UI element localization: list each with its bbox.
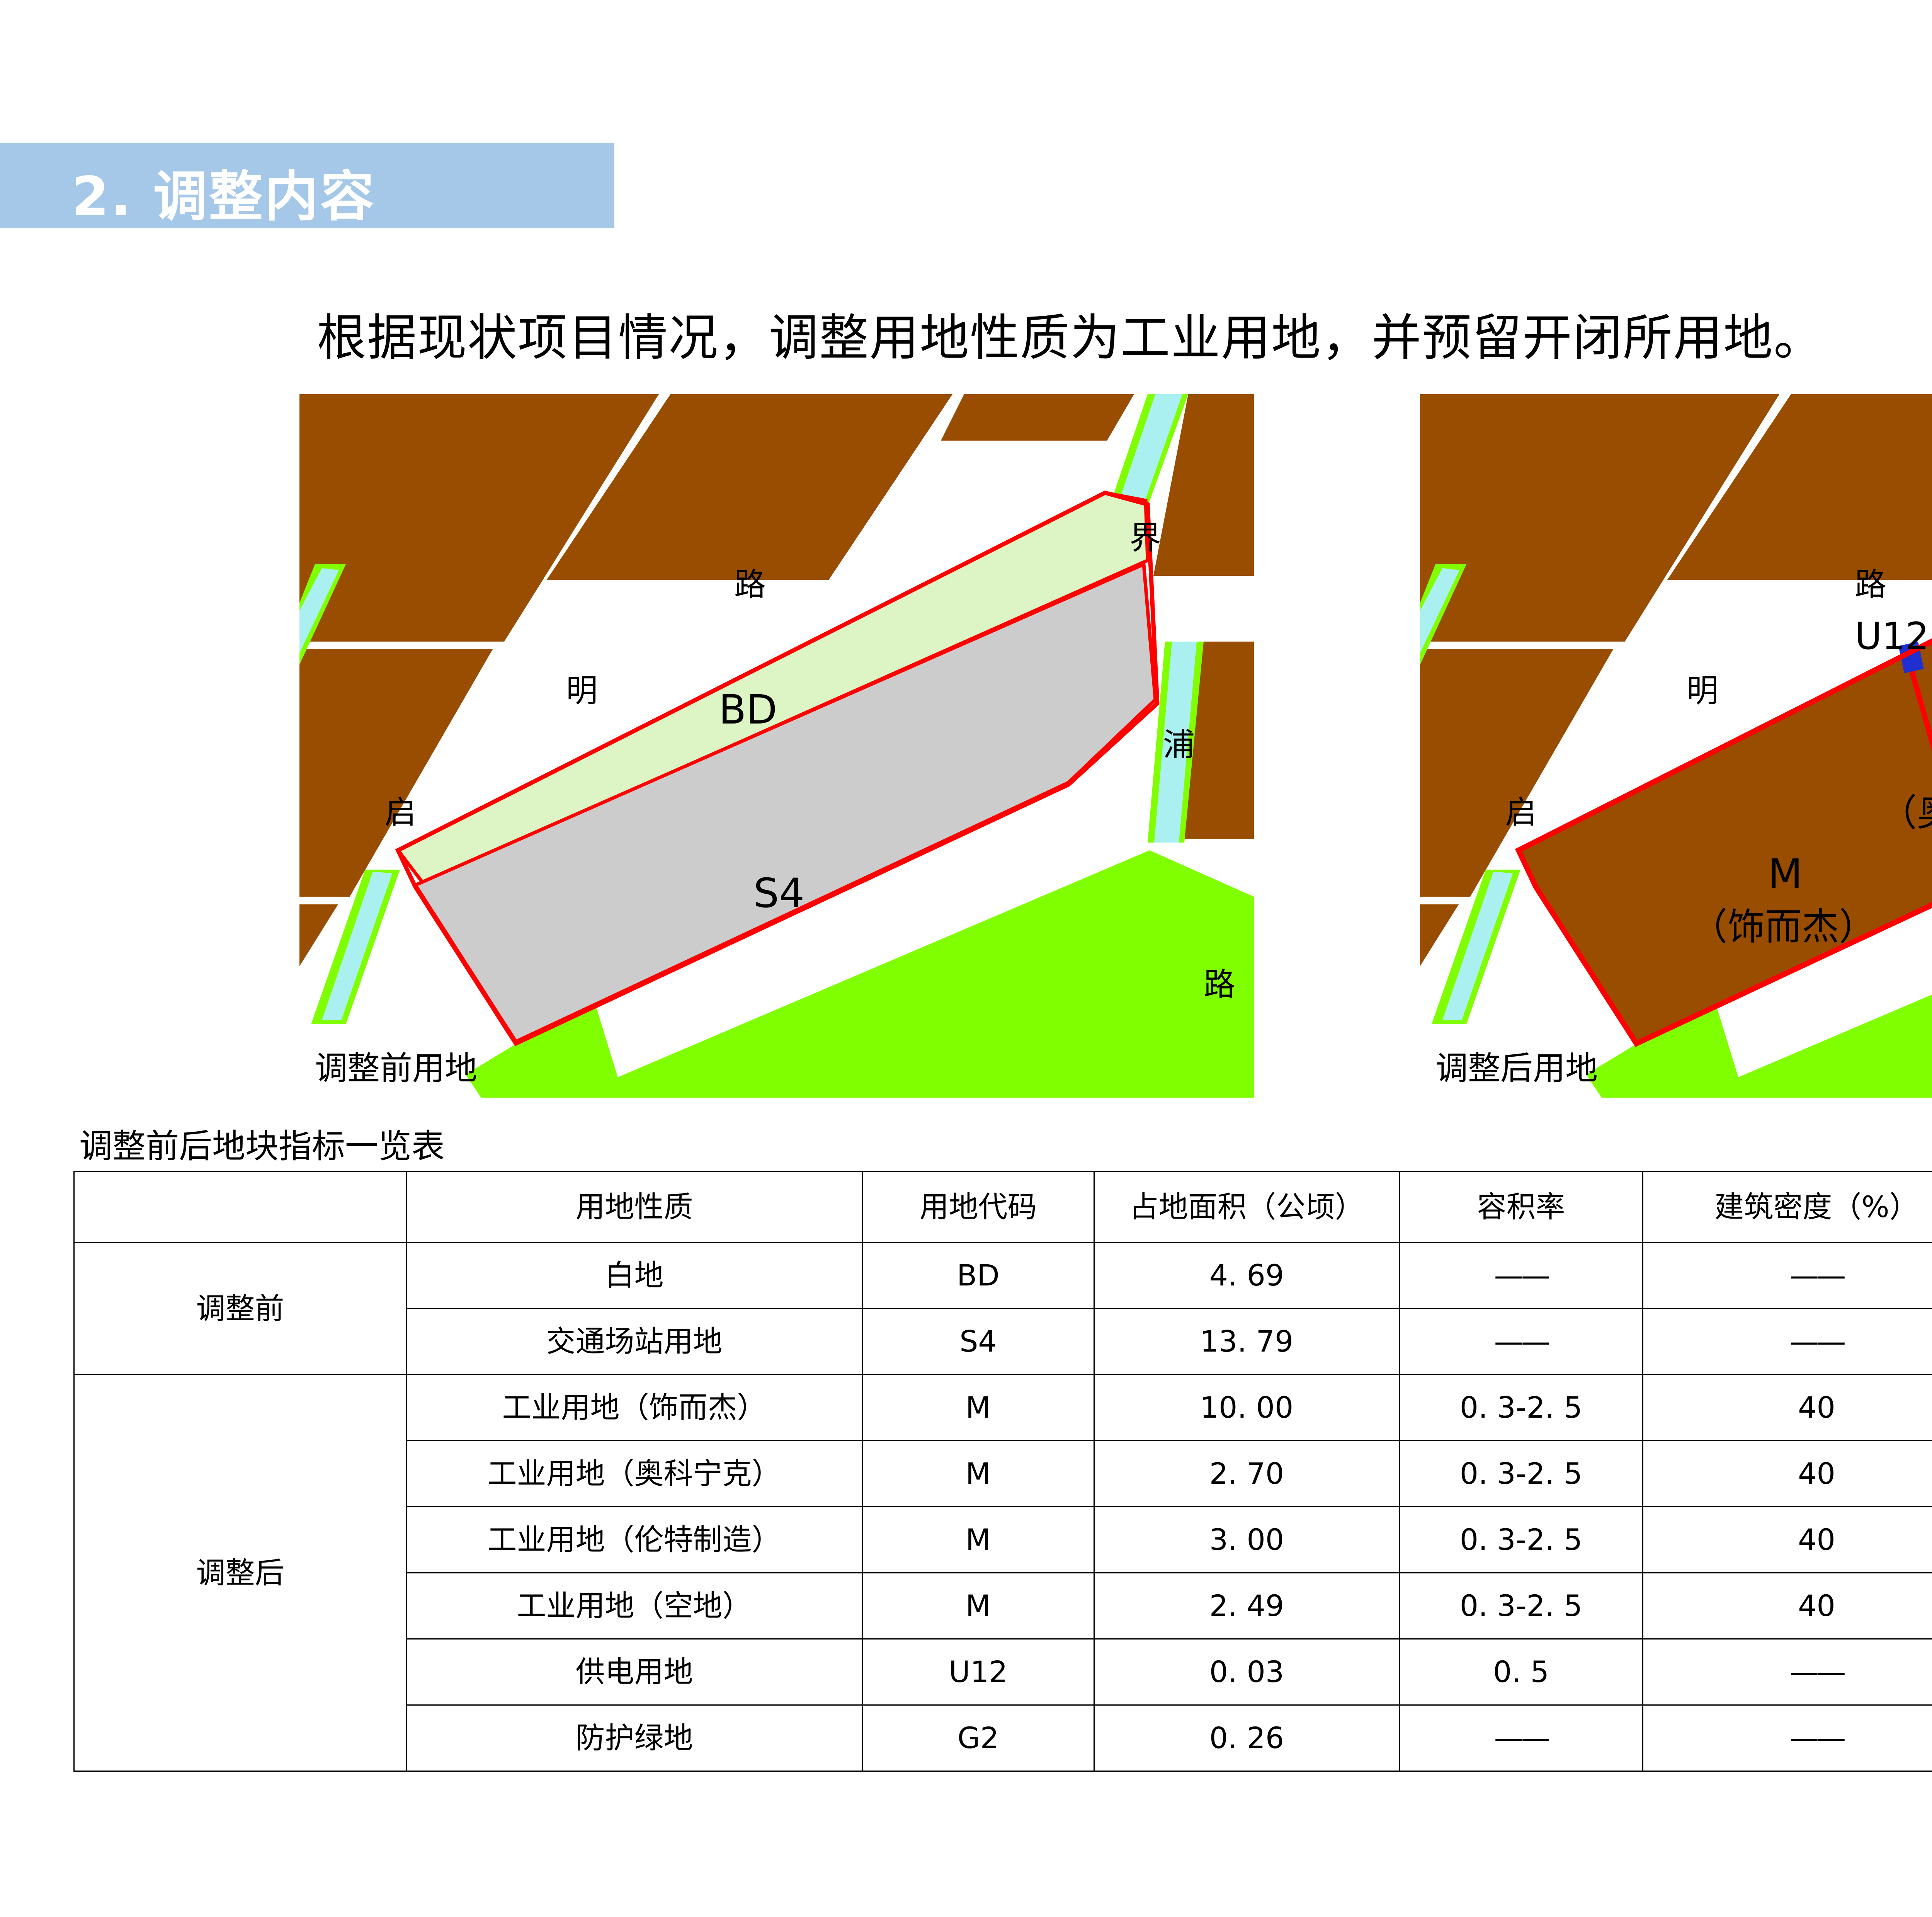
map-before-road-label-qi: 启 [384, 794, 417, 831]
cell-far: —— [1399, 1704, 1643, 1772]
cell-far: 0. 3-2. 5 [1399, 1506, 1643, 1573]
cell-nature: 工业用地（奥科宁克） [406, 1440, 863, 1507]
table-header-density: 建筑密度（%） [1642, 1171, 1932, 1243]
table-group-label-after: 调整后 [73, 1374, 407, 1772]
cell-density: 40 [1642, 1572, 1932, 1639]
cell-area: 10. 00 [1094, 1374, 1400, 1441]
map-before-graphic [299, 394, 1254, 1098]
cell-code: M [862, 1506, 1095, 1573]
cell-far: —— [1399, 1242, 1643, 1309]
table-row: 工业用地（空地） M 2. 49 0. 3-2. 5 40 30 30 [74, 1572, 1932, 1639]
map-parcel-label-bd: BD [719, 686, 777, 733]
table-header-far: 容积率 [1399, 1171, 1643, 1243]
cell-density: —— [1642, 1638, 1932, 1706]
table-header-code: 用地代码 [862, 1171, 1095, 1243]
map-after-graphic [1420, 394, 1932, 1098]
cell-far: —— [1399, 1308, 1643, 1375]
cell-code: G2 [862, 1704, 1095, 1772]
table-row: 调整后 工业用地（饰而杰） M 10. 00 0. 3-2. 5 40 30 3… [73, 1374, 1932, 1772]
section-title: 2. 调整内容 [71, 165, 376, 228]
table-row: 工业用地（伦特制造） M 3. 00 0. 3-2. 5 40 30 30 [74, 1506, 1932, 1573]
cell-code: BD [862, 1242, 1095, 1309]
map-parcel-label-s4: S4 [753, 870, 805, 917]
cell-area: 0. 26 [1094, 1704, 1400, 1772]
table-header-nature: 用地性质 [406, 1171, 863, 1243]
table-row: 工业用地（奥科宁克） M 2. 70 0. 3-2. 5 40 30 30 [74, 1440, 1932, 1507]
map-parcel-code-m-shierjie: M [1768, 850, 1803, 897]
table-header-area: 占地面积（公顷） [1094, 1171, 1400, 1243]
map-before-caption: 调整前用地 [315, 1049, 478, 1087]
map-parcel-name-aokeningke: （奥科宁克） [1880, 791, 1932, 834]
cell-far: 0. 5 [1399, 1638, 1643, 1706]
cell-density: 40 [1642, 1506, 1932, 1573]
cell-nature: 工业用地（饰而杰） [406, 1374, 863, 1441]
cell-nature: 供电用地 [406, 1638, 863, 1706]
cell-density: —— [1642, 1308, 1932, 1375]
map-after-road-label-lu: 路 [1855, 566, 1887, 603]
section-banner [0, 143, 614, 228]
table-header-group [73, 1171, 407, 1243]
cell-density: 40 [1642, 1374, 1932, 1441]
cell-far: 0. 3-2. 5 [1399, 1374, 1643, 1441]
table-caption: 调整前后地块指标一览表 [79, 1127, 445, 1166]
map-after-adjustment: 路 明 启 界 浦 路 M （饰而杰） M （奥科宁克） M （空地） M （伦… [1420, 394, 1932, 1098]
cell-code: U12 [862, 1638, 1095, 1706]
table-row: 交通场站用地 S4 13. 79 —— —— —— —— [74, 1308, 1932, 1375]
table-header-row: 用地性质 用地代码 占地面积（公顷） 容积率 建筑密度（%） 建筑限高（米） 绿… [73, 1171, 1932, 1243]
map-before-road-label-lu2: 路 [1204, 966, 1236, 1003]
table-row: 调整前 白地 BD 4. 69 —— —— —— —— [73, 1242, 1932, 1375]
cell-density: —— [1642, 1242, 1932, 1309]
cell-nature: 防护绿地 [406, 1704, 863, 1772]
map-parcel-name-shierjie: （饰而杰） [1690, 905, 1876, 948]
cell-code: S4 [862, 1308, 1095, 1375]
cell-code: M [862, 1440, 1095, 1507]
indicator-table: 用地性质 用地代码 占地面积（公顷） 容积率 建筑密度（%） 建筑限高（米） 绿… [73, 1171, 1932, 1772]
table-row: 供电用地 U12 0. 03 0. 5 —— 12 —— [74, 1638, 1932, 1706]
cell-nature: 工业用地（空地） [406, 1572, 863, 1639]
map-before-road-label-lu: 路 [734, 566, 766, 603]
cell-nature: 交通场站用地 [406, 1308, 863, 1375]
cell-nature: 白地 [406, 1242, 863, 1309]
cell-area: 13. 79 [1094, 1308, 1400, 1375]
map-after-road-label-ming: 明 [1687, 672, 1719, 709]
cell-nature: 工业用地（伦特制造） [406, 1506, 863, 1573]
map-before-road-label-jie: 界 [1129, 520, 1162, 557]
map-before-road-label-ming: 明 [566, 672, 598, 709]
map-after-road-label-qi: 启 [1505, 794, 1537, 831]
intro-sentence: 根据现状项目情况，调整用地性质为工业用地，并预留开闭所用地。 [317, 309, 1824, 367]
slide-header: 地块10：启明路南、界浦路西地块 [0, 0, 1932, 128]
map-before-adjustment: 路 明 启 界 浦 路 BD S4 调整前用地 [299, 394, 1254, 1098]
cell-far: 0. 3-2. 5 [1399, 1440, 1643, 1507]
map-after-caption: 调整后用地 [1435, 1049, 1598, 1087]
cell-area: 2. 70 [1094, 1440, 1400, 1507]
cell-area: 3. 00 [1094, 1506, 1400, 1573]
table-group-label-before: 调整前 [73, 1242, 407, 1375]
cell-area: 2. 49 [1094, 1572, 1400, 1639]
cell-area: 0. 03 [1094, 1638, 1400, 1706]
cell-density: —— [1642, 1704, 1932, 1772]
map-parcel-label-u12: U12 [1855, 615, 1929, 658]
cell-code: M [862, 1374, 1095, 1441]
cell-far: 0. 3-2. 5 [1399, 1572, 1643, 1639]
table-row: 防护绿地 G2 0. 26 —— —— —— —— [74, 1704, 1932, 1772]
cell-area: 4. 69 [1094, 1242, 1400, 1309]
cell-density: 40 [1642, 1440, 1932, 1507]
cell-code: M [862, 1572, 1095, 1639]
map-before-road-label-pu: 浦 [1163, 727, 1195, 763]
